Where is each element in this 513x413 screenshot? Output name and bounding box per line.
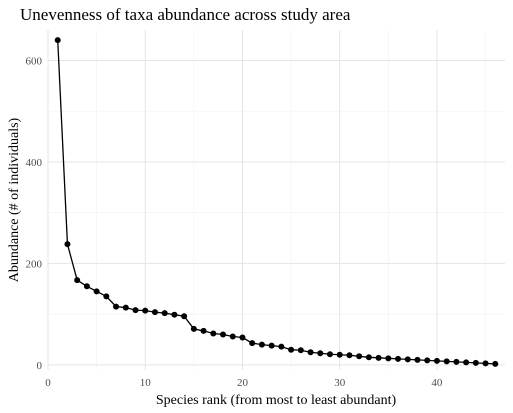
data-points	[55, 37, 499, 367]
x-tick-label: 10	[140, 377, 152, 389]
data-point	[133, 307, 139, 313]
data-point	[55, 37, 61, 43]
data-point	[483, 360, 489, 366]
data-point	[346, 352, 352, 358]
data-point	[356, 353, 362, 359]
data-point	[337, 352, 343, 358]
data-point	[376, 355, 382, 361]
data-point	[152, 309, 158, 315]
chart-title: Unevenness of taxa abundance across stud…	[20, 5, 351, 24]
x-axis-title: Species rank (from most to least abundan…	[156, 393, 397, 408]
data-point	[269, 343, 275, 349]
x-tick-label: 30	[334, 377, 346, 389]
data-point	[298, 347, 304, 353]
y-axis-title: Abundance (# of individuals)	[7, 117, 22, 282]
data-point	[230, 334, 236, 340]
data-point	[259, 342, 265, 348]
data-point	[308, 349, 314, 355]
data-point	[424, 357, 430, 363]
data-point	[113, 304, 119, 310]
data-point	[366, 354, 372, 360]
y-tick-label: 400	[26, 157, 43, 169]
data-point	[434, 358, 440, 364]
series-line	[58, 40, 496, 364]
y-tick-label: 0	[37, 360, 43, 372]
data-point	[94, 288, 100, 294]
data-point	[74, 277, 80, 283]
data-point	[201, 328, 207, 334]
data-point	[453, 359, 459, 365]
y-tick-label: 200	[26, 258, 43, 270]
data-point	[220, 331, 226, 337]
data-point	[210, 330, 216, 336]
data-point	[288, 347, 294, 353]
data-point	[181, 313, 187, 319]
x-tick-label: 20	[237, 377, 249, 389]
x-tick-label: 0	[45, 377, 51, 389]
data-point	[317, 350, 323, 356]
data-point	[162, 310, 168, 316]
data-point	[103, 293, 109, 299]
data-point	[414, 357, 420, 363]
data-point	[444, 358, 450, 364]
data-point	[385, 355, 391, 361]
data-point	[492, 361, 498, 367]
data-point	[142, 308, 148, 314]
data-point	[84, 283, 90, 289]
data-point	[327, 351, 333, 357]
data-point	[405, 356, 411, 362]
data-point	[463, 359, 469, 365]
data-point	[249, 340, 255, 346]
y-tick-label: 600	[26, 55, 43, 67]
data-point	[171, 312, 177, 318]
data-point	[239, 335, 245, 341]
data-point	[64, 241, 70, 247]
data-point	[395, 356, 401, 362]
data-point	[191, 326, 197, 332]
data-point	[278, 344, 284, 350]
grid	[48, 30, 505, 370]
data-point	[473, 360, 479, 366]
x-tick-label: 40	[431, 377, 443, 389]
data-point	[123, 305, 129, 311]
